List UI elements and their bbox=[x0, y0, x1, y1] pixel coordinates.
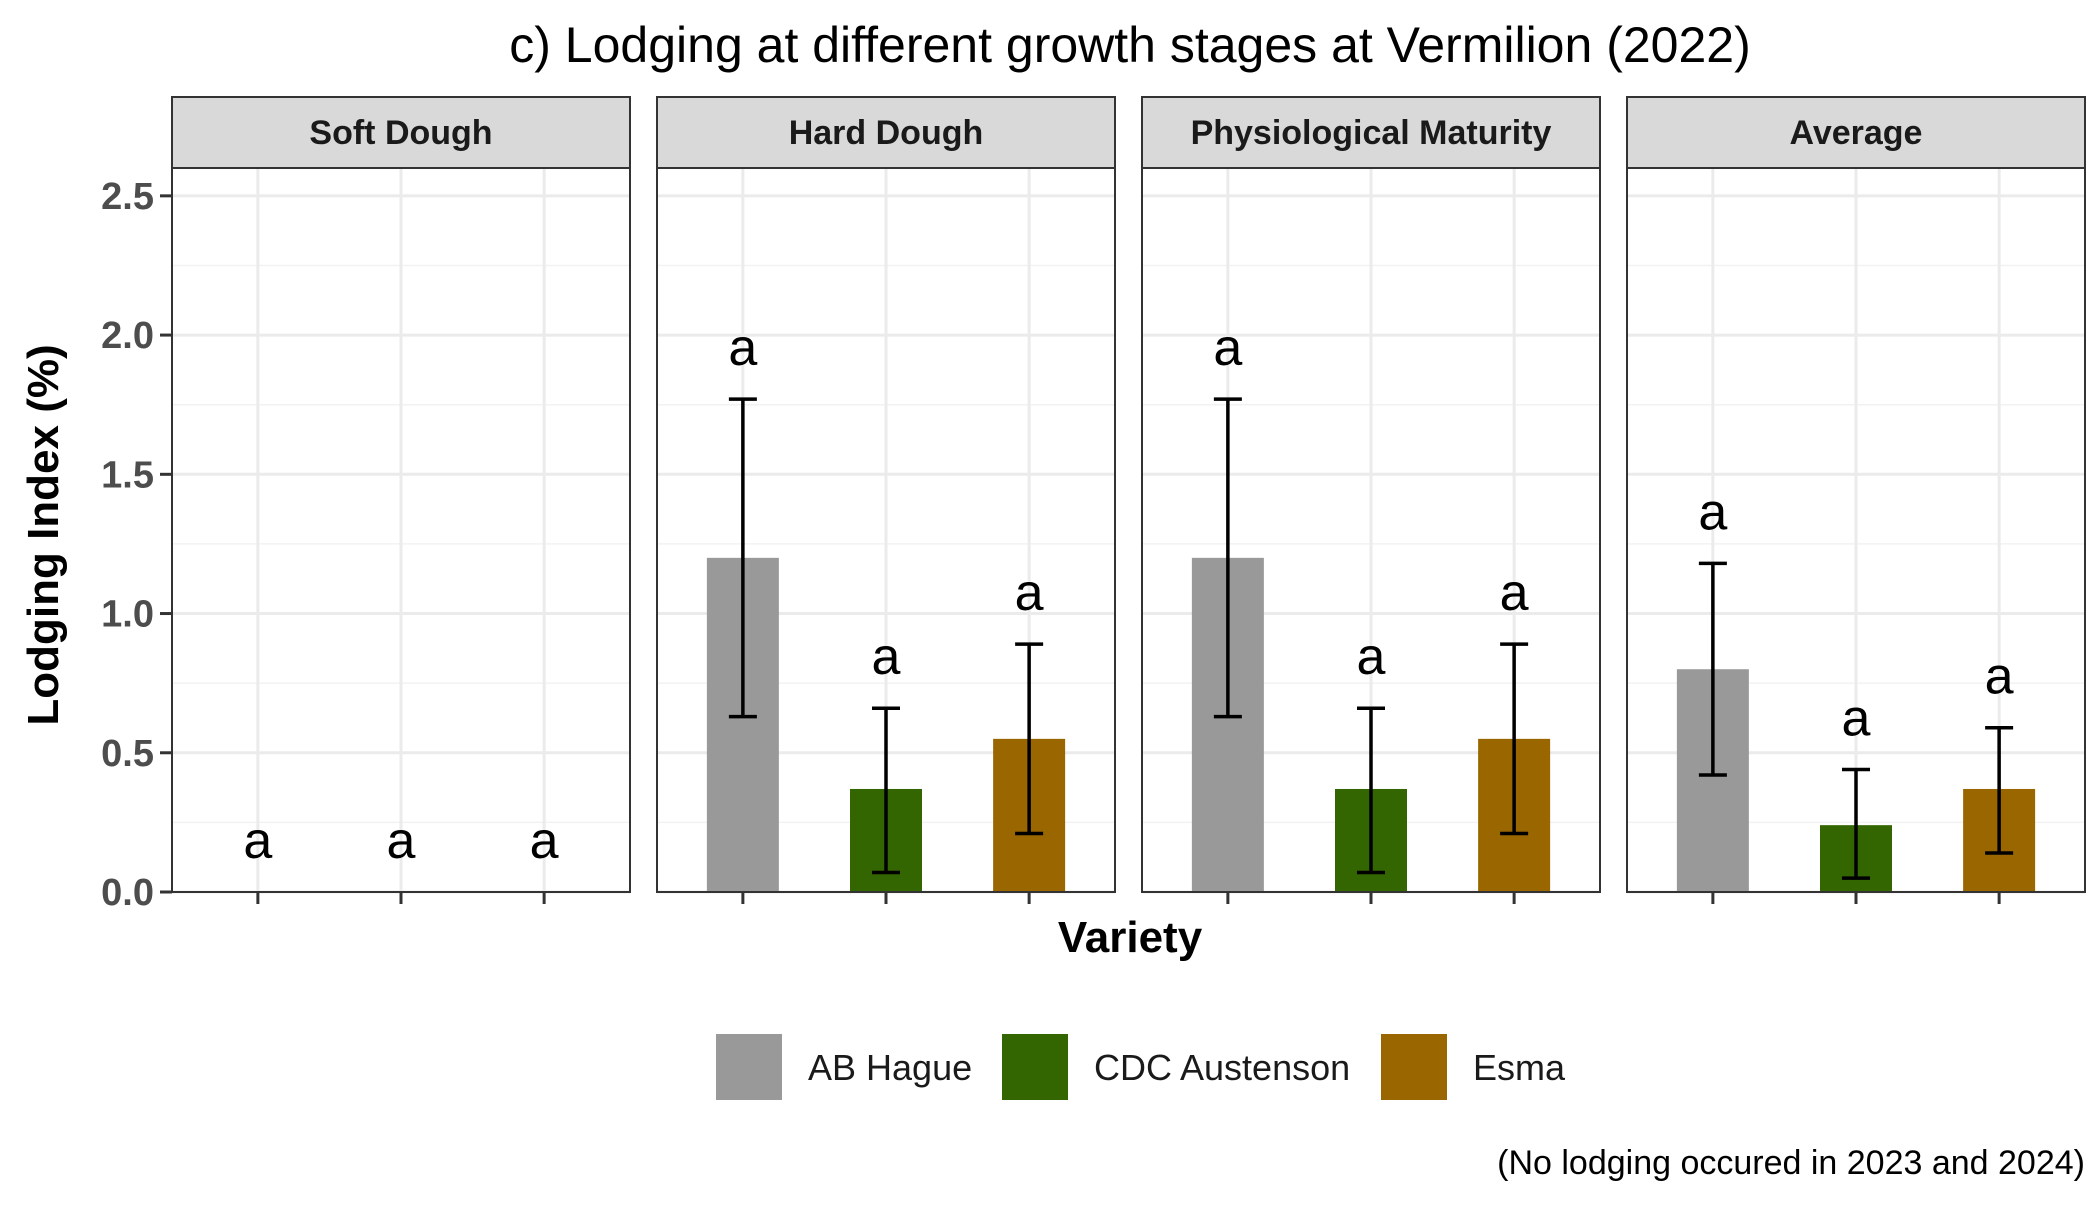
panel-border bbox=[1626, 167, 2086, 893]
error-bar bbox=[1698, 561, 1727, 777]
y-axis: 0.0 0.5 1.0 1.5 2.0 2.5 bbox=[101, 176, 172, 914]
error-bar bbox=[1357, 706, 1385, 875]
legend-swatch bbox=[1381, 1034, 1447, 1100]
y-axis-title: Lodging Index (%) bbox=[19, 344, 68, 725]
significance-letter: a bbox=[1698, 483, 1727, 541]
significance-letter: a bbox=[1500, 564, 1529, 622]
panel-strip-label: Average bbox=[1790, 114, 1923, 152]
significance-letter: a bbox=[387, 812, 416, 870]
x-axis-title: Variety bbox=[1058, 913, 1203, 962]
legend-item-cdc-austenson: CDC Austenson bbox=[1002, 1034, 1350, 1100]
error-bar bbox=[1842, 767, 1870, 880]
y-tick-label: 0.0 bbox=[101, 872, 154, 914]
error-bar bbox=[1500, 642, 1529, 836]
chart-title: c) Lodging at different growth stages at… bbox=[509, 17, 1750, 73]
legend: AB Hague CDC Austenson Esma bbox=[716, 1034, 1566, 1100]
footnote: (No lodging occured in 2023 and 2024) bbox=[1497, 1144, 2085, 1182]
panel-physiological-maturity: Physiological Maturity a a a bbox=[1141, 96, 1601, 904]
legend-label: CDC Austenson bbox=[1094, 1047, 1350, 1088]
error-bar bbox=[728, 397, 757, 719]
error-bar bbox=[1015, 642, 1044, 836]
legend-label: Esma bbox=[1473, 1047, 1566, 1088]
legend-swatch bbox=[1002, 1034, 1068, 1100]
significance-letter: a bbox=[243, 812, 272, 870]
panel-border bbox=[171, 167, 631, 893]
y-tick-label: 1.5 bbox=[101, 454, 154, 496]
significance-letter: a bbox=[1015, 564, 1044, 622]
y-tick-label: 1.0 bbox=[101, 594, 154, 636]
panel-border bbox=[1141, 167, 1601, 893]
panel-hard-dough: Hard Dough a a a bbox=[656, 96, 1116, 904]
y-tick-label: 2.0 bbox=[101, 315, 154, 357]
panel-strip bbox=[656, 96, 1116, 169]
significance-letter: a bbox=[728, 319, 757, 377]
panel-strip bbox=[1626, 96, 2086, 169]
error-bar bbox=[872, 706, 900, 875]
significance-letter: a bbox=[530, 812, 559, 870]
panel-strip-label: Hard Dough bbox=[789, 114, 984, 152]
panel-strip bbox=[1141, 96, 1601, 169]
significance-letter: a bbox=[1213, 319, 1242, 377]
error-bar bbox=[1985, 725, 2014, 855]
legend-swatch bbox=[716, 1034, 782, 1100]
panel-strip bbox=[171, 96, 631, 169]
y-tick-label: 0.5 bbox=[101, 733, 154, 775]
error-bar bbox=[1213, 397, 1242, 719]
legend-label: AB Hague bbox=[808, 1047, 972, 1088]
significance-letter: a bbox=[1357, 628, 1386, 686]
panel-strip-label: Physiological Maturity bbox=[1191, 114, 1552, 152]
legend-item-ab-hague: AB Hague bbox=[716, 1034, 972, 1100]
significance-letter: a bbox=[1842, 689, 1871, 747]
panel-strip-label: Soft Dough bbox=[309, 114, 492, 152]
panel-average: Average a a a bbox=[1626, 96, 2086, 904]
significance-letter: a bbox=[1985, 648, 2014, 706]
panel-border bbox=[656, 167, 1116, 893]
significance-letter: a bbox=[872, 628, 901, 686]
y-tick-label: 2.5 bbox=[101, 176, 154, 218]
legend-item-esma: Esma bbox=[1381, 1034, 1566, 1100]
panel-soft-dough: Soft Dough a a a bbox=[171, 96, 631, 904]
